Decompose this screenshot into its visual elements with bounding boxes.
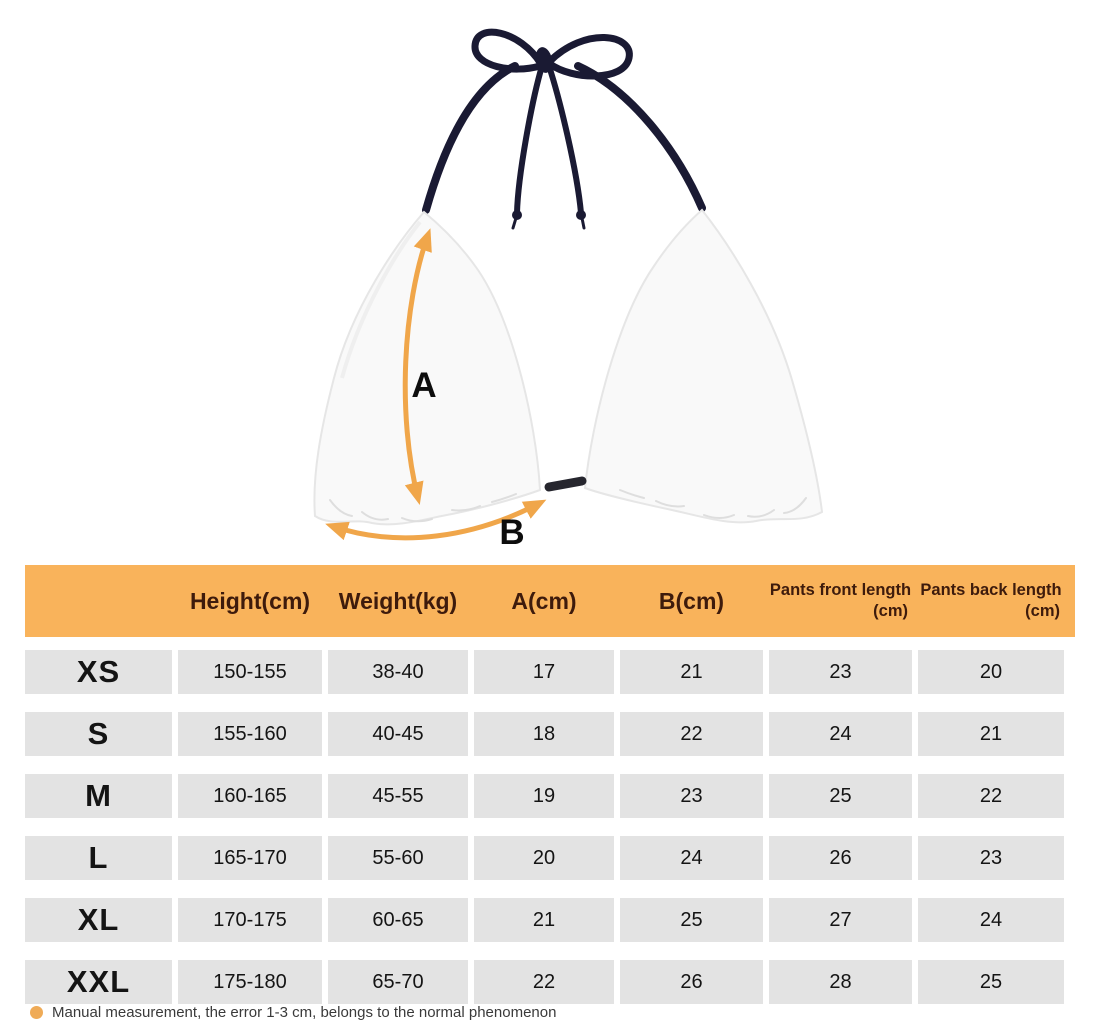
bikini-top-illustration: A B [313, 28, 824, 552]
pants-back-cell: 24 [918, 898, 1064, 942]
size-cell: M [25, 774, 172, 818]
col-header-pants-back: Pants back length (cm) [918, 565, 1064, 637]
pants-back-cell: 25 [918, 960, 1064, 1004]
height-cell: 150-155 [178, 650, 322, 694]
height-cell: 170-175 [178, 898, 322, 942]
a-cell: 21 [474, 898, 614, 942]
height-cell: 160-165 [178, 774, 322, 818]
col-header-size [25, 565, 172, 637]
table-row-s: S 155-160 40-45 18 22 24 21 [25, 712, 1064, 756]
bullet-icon [30, 1006, 43, 1019]
pants-front-cell: 23 [769, 650, 912, 694]
halter-bow-icon [471, 28, 633, 230]
a-cell: 17 [474, 650, 614, 694]
center-band [544, 476, 587, 492]
col-header-weight: Weight(kg) [328, 565, 468, 637]
a-cell: 18 [474, 712, 614, 756]
b-cell: 24 [620, 836, 763, 880]
height-cell: 155-160 [178, 712, 322, 756]
col-header-a: A(cm) [474, 565, 614, 637]
left-strap [422, 62, 519, 214]
col-header-pants-back-label: Pants back length [920, 580, 1062, 599]
size-cell: XL [25, 898, 172, 942]
b-cell: 25 [620, 898, 763, 942]
b-cell: 21 [620, 650, 763, 694]
size-cell: L [25, 836, 172, 880]
table-row-xxl: XXL 175-180 65-70 22 26 28 25 [25, 960, 1064, 1004]
a-cell: 20 [474, 836, 614, 880]
weight-cell: 40-45 [328, 712, 468, 756]
height-cell: 175-180 [178, 960, 322, 1004]
table-row-m: M 160-165 45-55 19 23 25 22 [25, 774, 1064, 818]
col-header-weight-label: Weight(kg) [338, 587, 458, 614]
size-cell: S [25, 712, 172, 756]
pants-front-cell: 25 [769, 774, 912, 818]
table-body: XS 150-155 38-40 17 21 23 20 S 155-160 4… [25, 650, 1075, 1004]
weight-cell: 45-55 [328, 774, 468, 818]
col-header-b-label: B(cm) [658, 587, 725, 614]
b-cell: 22 [620, 712, 763, 756]
size-table: Height(cm) Weight(kg) A(cm) B(cm) Pants … [25, 565, 1075, 1022]
b-cell: 23 [620, 774, 763, 818]
right-strap [574, 62, 706, 212]
col-header-pants-back-unit: (cm) [1025, 602, 1060, 620]
pants-front-cell: 26 [769, 836, 912, 880]
height-cell: 165-170 [178, 836, 322, 880]
col-header-a-label: A(cm) [511, 587, 577, 614]
col-header-height-label: Height(cm) [189, 587, 311, 614]
measurement-note: Manual measurement, the error 1-3 cm, be… [30, 1004, 556, 1021]
measurement-label-a: A [411, 366, 436, 405]
weight-cell: 65-70 [328, 960, 468, 1004]
table-row-l: L 165-170 55-60 20 24 26 23 [25, 836, 1064, 880]
pants-front-cell: 27 [769, 898, 912, 942]
weight-cell: 38-40 [328, 650, 468, 694]
a-cell: 22 [474, 960, 614, 1004]
right-cup [583, 208, 824, 524]
pants-back-cell: 21 [918, 712, 1064, 756]
table-header-row: Height(cm) Weight(kg) A(cm) B(cm) Pants … [25, 565, 1075, 637]
pants-back-cell: 20 [918, 650, 1064, 694]
b-cell: 26 [620, 960, 763, 1004]
col-header-b: B(cm) [620, 565, 763, 637]
size-cell: XS [25, 650, 172, 694]
a-cell: 19 [474, 774, 614, 818]
pants-front-cell: 28 [769, 960, 912, 1004]
weight-cell: 55-60 [328, 836, 468, 880]
col-header-pants-front-unit: (cm) [873, 602, 908, 620]
table-row-xs: XS 150-155 38-40 17 21 23 20 [25, 650, 1064, 694]
table-row-xl: XL 170-175 60-65 21 25 27 24 [25, 898, 1064, 942]
col-header-pants-front-label: Pants front length [769, 580, 912, 599]
measurement-note-text: Manual measurement, the error 1-3 cm, be… [52, 1004, 557, 1021]
size-cell: XXL [25, 960, 172, 1004]
col-header-pants-front: Pants front length (cm) [769, 565, 912, 637]
measurement-label-b: B [499, 513, 524, 552]
pants-front-cell: 24 [769, 712, 912, 756]
weight-cell: 60-65 [328, 898, 468, 942]
col-header-height: Height(cm) [178, 565, 322, 637]
pants-back-cell: 23 [918, 836, 1064, 880]
measure-arrow-a [402, 228, 432, 505]
measure-arrow-b [325, 499, 547, 541]
pants-back-cell: 22 [918, 774, 1064, 818]
